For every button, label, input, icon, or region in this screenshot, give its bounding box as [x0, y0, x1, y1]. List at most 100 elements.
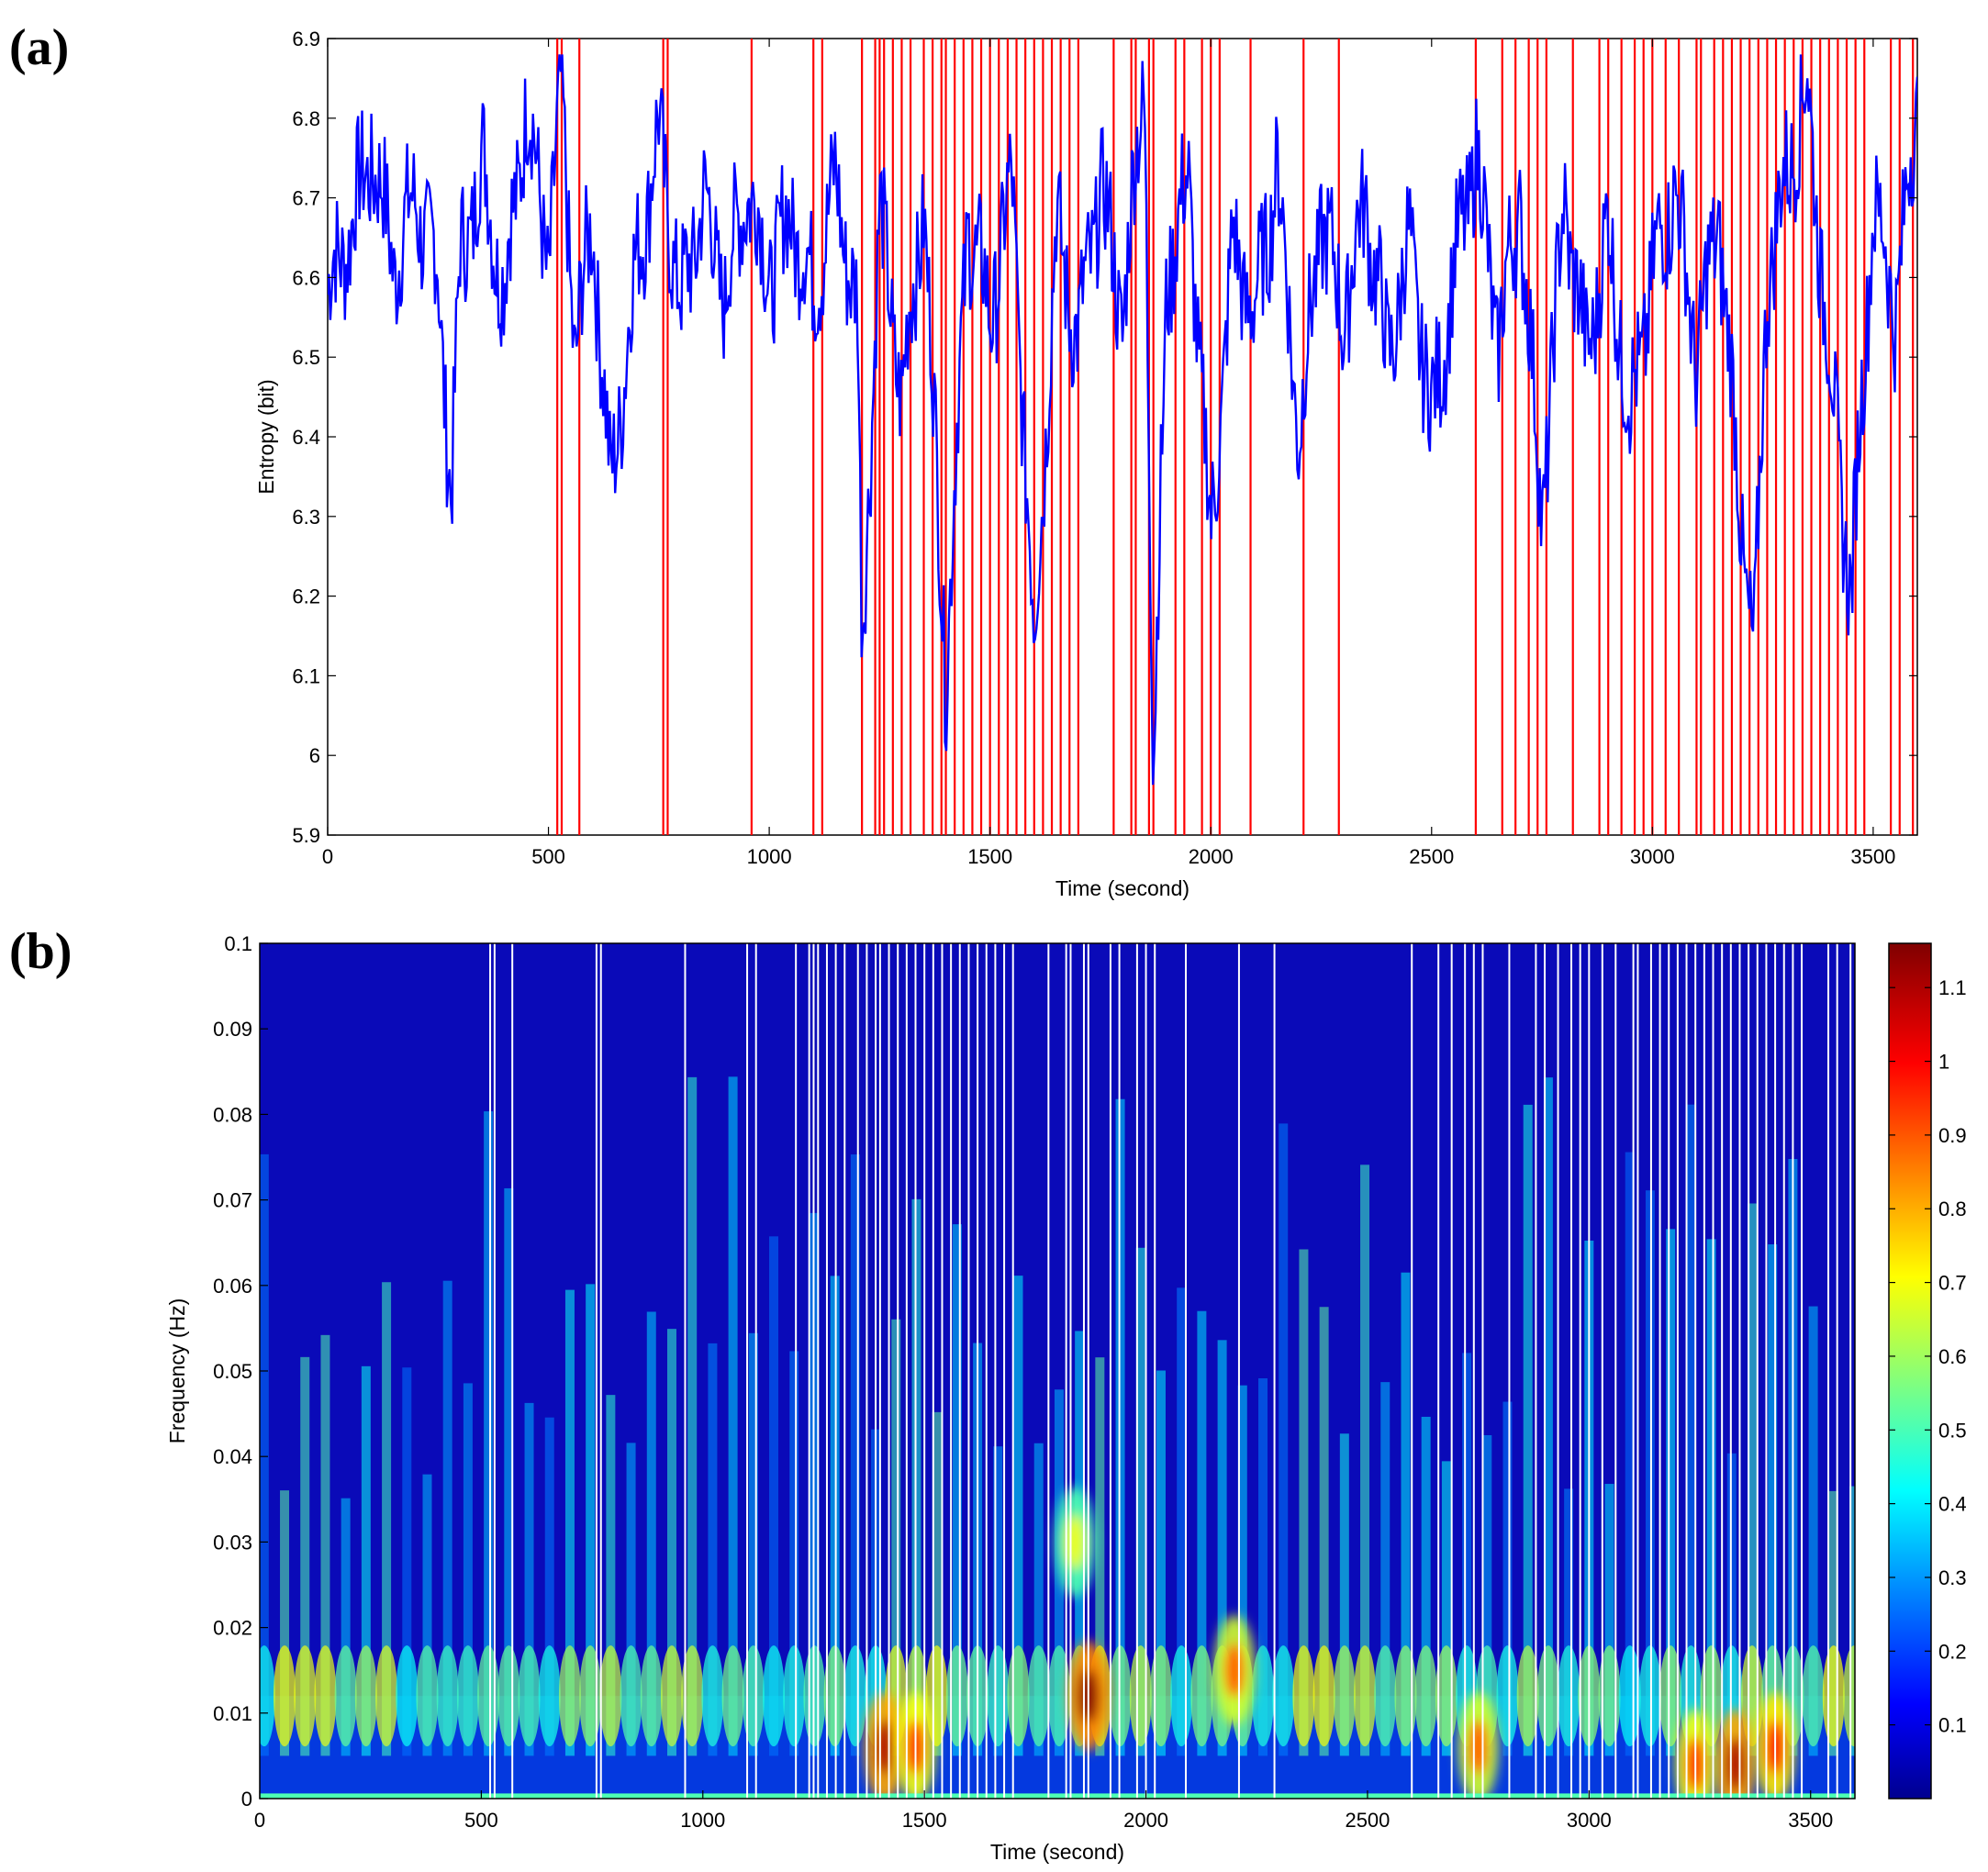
ridge-streak	[687, 1076, 698, 1756]
ridge-blob	[721, 1645, 744, 1747]
y-tick-label-b: 0.04	[213, 1445, 252, 1468]
ridge-streak	[1380, 1382, 1390, 1756]
ridge-streak	[1543, 1077, 1553, 1756]
ridge-blob	[416, 1645, 439, 1747]
ridge-blob	[1292, 1645, 1315, 1747]
ridge-blob	[477, 1645, 500, 1747]
wavelet-heatmap: 0 500 1000 1500 2000 2500 3000 3500 0 0.01 0.02 0.0…	[165, 932, 1856, 1864]
ridge-streak	[769, 1236, 779, 1756]
ridge-streak	[1237, 1385, 1247, 1756]
x-tick-label-b: 1000	[680, 1809, 725, 1832]
x-tick-label-b: 3500	[1788, 1809, 1833, 1832]
ridge-streak	[1339, 1433, 1349, 1756]
ridge-blob	[945, 1645, 968, 1747]
colorbar-gradient	[1888, 942, 1932, 1800]
ridge-streak	[1156, 1370, 1166, 1756]
ridge-streak	[463, 1383, 473, 1756]
hotspot-4	[1214, 1615, 1256, 1726]
ridge-streak	[504, 1187, 514, 1756]
entropy-line	[328, 54, 1917, 786]
ridge-streak	[993, 1446, 1003, 1756]
colorbar-tick-label: 0.3	[1938, 1566, 1967, 1589]
ridge-streak	[422, 1474, 432, 1756]
ridge-blob	[1027, 1645, 1050, 1747]
ridge-blob	[558, 1645, 581, 1747]
x-tick-label-a: 2000	[1189, 845, 1234, 868]
y-axis-label-b: Frequency (Hz)	[165, 1298, 189, 1443]
ridge-streak	[402, 1367, 412, 1756]
x-tick-label-a: 3500	[1850, 845, 1895, 868]
ridge-blob	[1618, 1645, 1641, 1747]
ridge-streak	[1666, 1229, 1676, 1756]
colorbar: 0.1 0.2 0.3 0.4 0.5 0.6 0.7 0.8 0.9 1 1.1	[1888, 942, 1967, 1800]
ridge-blob	[334, 1645, 357, 1747]
y-tick-label-b: 0.06	[213, 1275, 252, 1298]
ridge-streak	[260, 1153, 269, 1756]
ridge-streak	[442, 1280, 452, 1756]
y-axis-label-a: Entropy (bit)	[254, 379, 278, 494]
ridge-streak	[1482, 1435, 1492, 1756]
colorbar-tick-label: 0.4	[1938, 1493, 1967, 1516]
colorbar-tick-label: 0.7	[1938, 1272, 1967, 1295]
ridge-blob	[396, 1645, 419, 1747]
ridge-blob	[1843, 1645, 1855, 1747]
ridge-streak	[1768, 1244, 1778, 1756]
ridge-streak	[1177, 1287, 1187, 1756]
ridge-blob	[599, 1645, 622, 1747]
y-tick-label-b: 0.09	[213, 1018, 252, 1041]
x-tick-label-a: 500	[531, 845, 565, 868]
y-tick-label-b: 0	[241, 1788, 252, 1811]
ridge-streak	[484, 1111, 494, 1756]
y-tick-label-a: 6.4	[292, 426, 320, 449]
ridge-streak	[1401, 1272, 1411, 1756]
ridge-blob	[987, 1645, 1010, 1747]
ridge-streak	[564, 1289, 575, 1756]
axes-b: 0 500 1000 1500 2000 2500 3000 3500 0 0.01 0.02 0.0…	[213, 932, 1833, 1832]
ridge-streak	[586, 1284, 596, 1756]
x-tick-label-a: 3000	[1630, 845, 1675, 868]
ridge-streak	[626, 1443, 636, 1756]
ridge-blob	[1516, 1645, 1539, 1747]
colorbar-tick-label: 0.9	[1938, 1124, 1967, 1147]
ridge-blob	[1536, 1645, 1559, 1747]
ridge-streak	[1013, 1276, 1023, 1756]
ridge-streak	[1747, 1203, 1757, 1756]
event-lines-b	[489, 943, 1852, 1799]
ridge-streak	[320, 1334, 330, 1756]
y-tick-label-b: 0.1	[224, 932, 252, 955]
ridge-streak	[748, 1332, 758, 1756]
ridge-blob	[681, 1645, 704, 1747]
ridge-streak	[361, 1365, 371, 1756]
ridge-streak	[952, 1224, 962, 1756]
ridge-blob	[640, 1645, 663, 1747]
ridge-blob	[1129, 1645, 1152, 1747]
ridge-streak	[1279, 1123, 1289, 1756]
ridge-streak	[1258, 1377, 1268, 1756]
y-tick-label-a: 6.3	[292, 506, 320, 529]
ridge-streak	[1604, 1484, 1614, 1756]
ridge-blob	[1802, 1645, 1825, 1747]
ridge-blob	[742, 1645, 765, 1747]
ridge-blob	[1007, 1645, 1030, 1747]
ridge-streak	[280, 1490, 290, 1756]
ridge-blob	[1312, 1645, 1335, 1747]
ridge-streak	[728, 1076, 738, 1756]
x-tick-label-b: 0	[254, 1809, 265, 1832]
x-tick-label-a: 2500	[1409, 845, 1454, 868]
ridge-streak	[1033, 1443, 1044, 1756]
ridge-blob	[456, 1645, 479, 1747]
ridge-blob	[294, 1645, 317, 1747]
ridge-streak	[708, 1343, 718, 1756]
x-tick-label-b: 1500	[902, 1809, 947, 1832]
ridge-blob	[274, 1645, 296, 1747]
entropy-series	[328, 54, 1917, 786]
y-tick-label-a: 5.9	[292, 824, 320, 847]
ridge-streak	[1523, 1104, 1533, 1756]
y-tick-label-b: 0.03	[213, 1531, 252, 1554]
ridge-streak	[382, 1282, 392, 1756]
y-tick-label-b: 0.07	[213, 1189, 252, 1212]
ridge-blob	[843, 1645, 866, 1747]
x-axis-label-a: Time (second)	[1055, 876, 1189, 900]
ridge-streak	[1441, 1461, 1451, 1756]
ridge-streak	[1808, 1306, 1818, 1756]
